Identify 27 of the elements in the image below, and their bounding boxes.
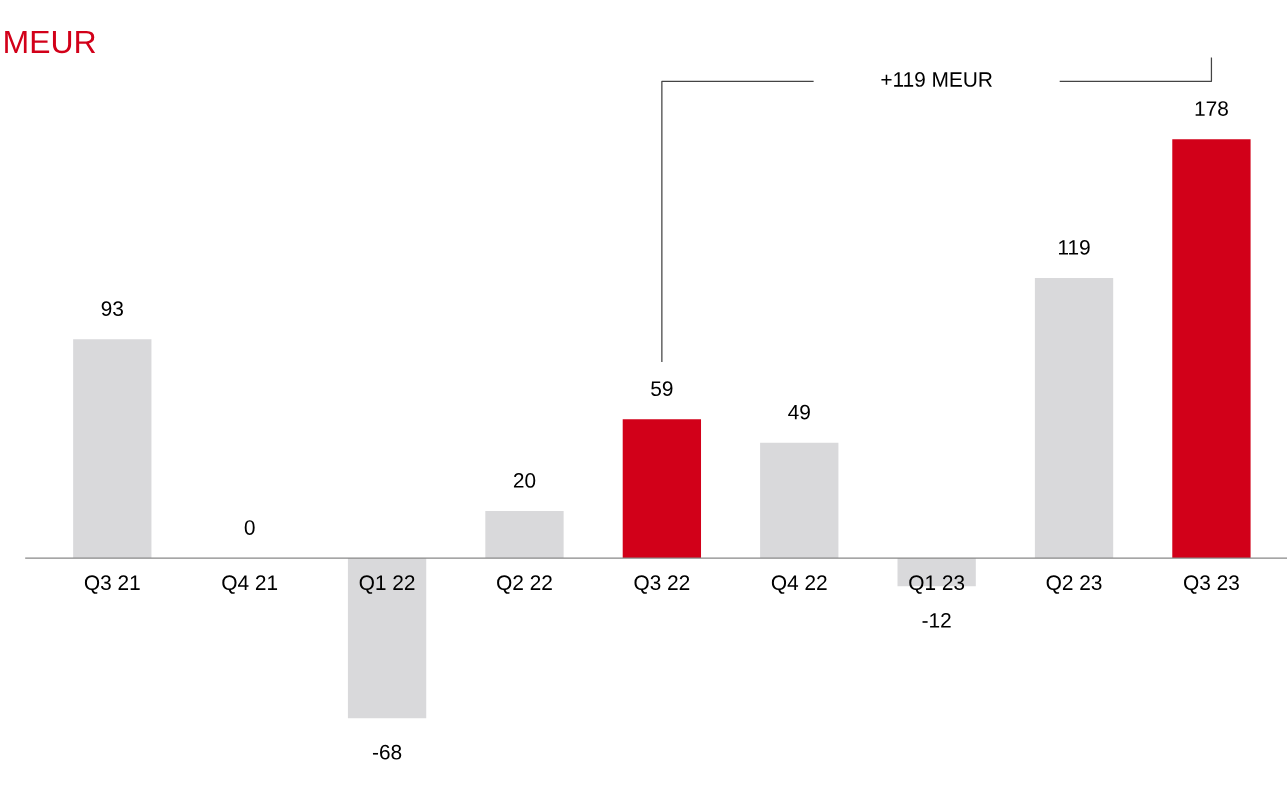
x-tick-label: Q4 22 (771, 575, 827, 594)
bar (760, 442, 839, 559)
bar (622, 419, 702, 559)
x-tick-label: Q2 23 (1046, 575, 1102, 594)
data-label: -12 (922, 612, 951, 628)
x-tick-label: Q1 22 (359, 575, 415, 594)
text: +119 MEUR (881, 72, 992, 87)
x-tick-label: Q3 21 (84, 575, 140, 594)
x-tick-label: Q2 22 (497, 575, 552, 594)
data-label: 178 (1195, 101, 1228, 116)
data-label: 0 (244, 520, 255, 535)
data-label: -68 (372, 744, 402, 760)
bar (1034, 278, 1114, 559)
data-label: 20 (513, 473, 536, 488)
bar (347, 558, 427, 719)
data-label: 119 (1059, 240, 1090, 255)
x-tick-label: Q4 21 (222, 575, 278, 594)
bar (1172, 139, 1251, 559)
data-label: 93 (101, 301, 123, 316)
data-label: 59 (651, 381, 673, 397)
x-tick-label: Q1 23 (909, 575, 965, 594)
x-tick-label: Q3 22 (634, 575, 690, 594)
x-tick-label: Q3 23 (1184, 575, 1239, 594)
bar (485, 511, 564, 559)
bar (73, 339, 152, 559)
data-label: 49 (788, 404, 810, 420)
chart-title: MEUR (5, 30, 96, 54)
